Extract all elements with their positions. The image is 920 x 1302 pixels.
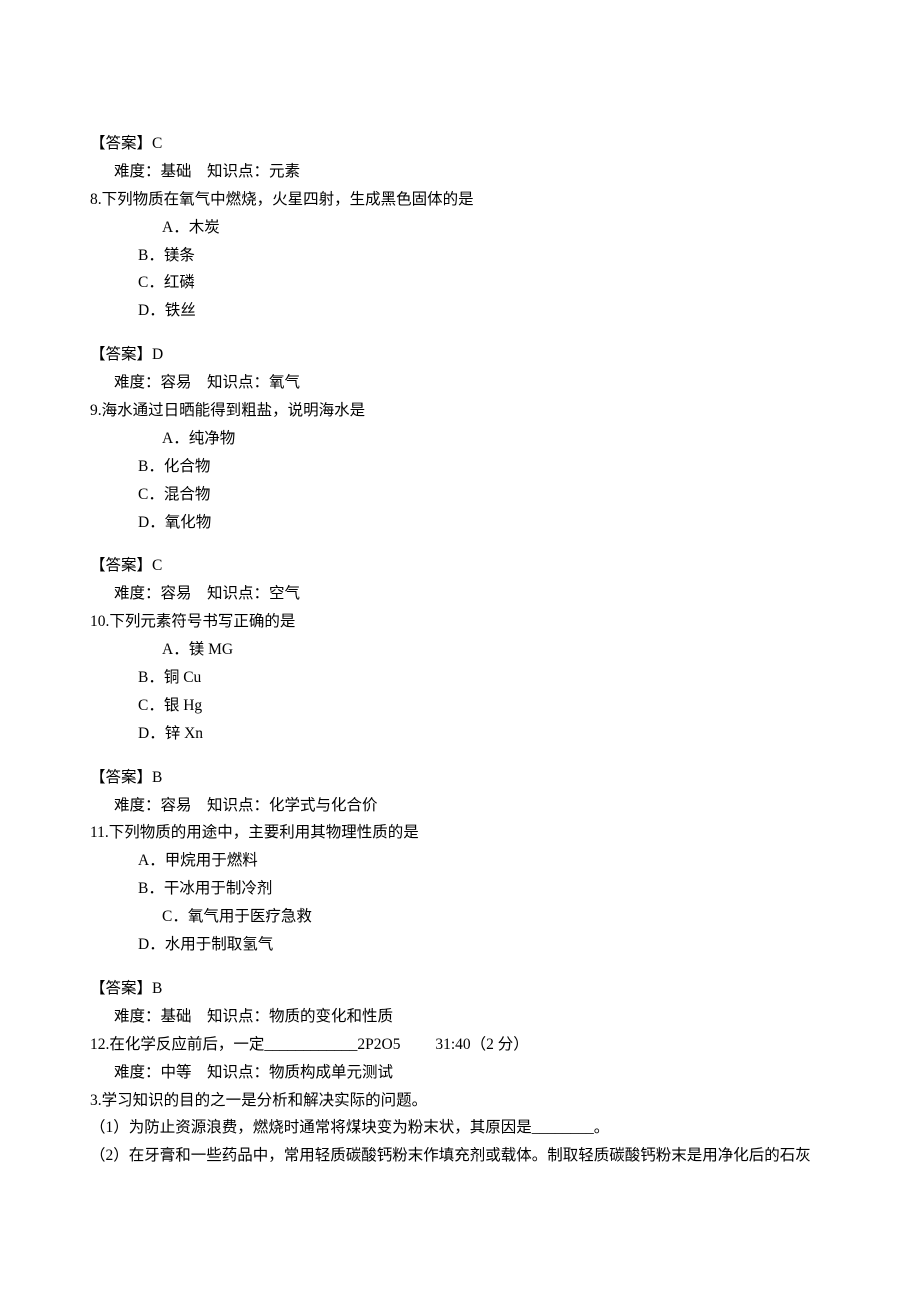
text-line: C．银 Hg	[90, 692, 830, 720]
text-line: B．铜 Cu	[90, 664, 830, 692]
spacer	[90, 325, 830, 341]
text-line: （1）为防止资源浪费，燃烧时通常将煤块变为粉末状，其原因是________。	[90, 1114, 830, 1142]
text-line: 【答案】C	[90, 130, 830, 158]
spacer	[90, 959, 830, 975]
text-line: A．镁 MG	[90, 636, 830, 664]
text-line: D．锌 Xn	[90, 720, 830, 748]
text-line: 难度：基础 知识点：物质的变化和性质	[90, 1003, 830, 1031]
text-line: 【答案】B	[90, 975, 830, 1003]
text-line: （2）在牙膏和一些药品中，常用轻质碳酸钙粉末作填充剂或载体。制取轻质碳酸钙粉末是…	[90, 1142, 830, 1170]
text-line: C．红磷	[90, 269, 830, 297]
text-line: A．甲烷用于燃料	[90, 847, 830, 875]
text-line: 难度：容易 知识点：空气	[90, 580, 830, 608]
text-line: D．铁丝	[90, 297, 830, 325]
text-line: B．化合物	[90, 453, 830, 481]
text-line: D．水用于制取氢气	[90, 931, 830, 959]
text-line: A．纯净物	[90, 425, 830, 453]
spacer	[90, 536, 830, 552]
text-line: 11.下列物质的用途中，主要利用其物理性质的是	[90, 819, 830, 847]
text-line: A．木炭	[90, 214, 830, 242]
text-line: D．氧化物	[90, 509, 830, 537]
text-line: B．干冰用于制冷剂	[90, 875, 830, 903]
text-line: 【答案】C	[90, 552, 830, 580]
text-line: B．镁条	[90, 242, 830, 270]
text-line: 难度：中等 知识点：物质构成单元测试	[90, 1059, 830, 1087]
text-line: 【答案】B	[90, 764, 830, 792]
text-line: C．混合物	[90, 481, 830, 509]
text-line: 3.学习知识的目的之一是分析和解决实际的问题。	[90, 1087, 830, 1115]
text-line: 12.在化学反应前后，一定____________2P2O5 31:40（2 分…	[90, 1031, 830, 1059]
text-line: 难度：基础 知识点：元素	[90, 158, 830, 186]
document-page: 【答案】C难度：基础 知识点：元素8.下列物质在氧气中燃烧，火星四射，生成黑色固…	[0, 0, 920, 1230]
text-line: 9.海水通过日晒能得到粗盐，说明海水是	[90, 397, 830, 425]
text-line: 8.下列物质在氧气中燃烧，火星四射，生成黑色固体的是	[90, 186, 830, 214]
text-line: 难度：容易 知识点：化学式与化合价	[90, 792, 830, 820]
text-line: 10.下列元素符号书写正确的是	[90, 608, 830, 636]
text-line: 难度：容易 知识点：氧气	[90, 369, 830, 397]
spacer	[90, 748, 830, 764]
text-line: 【答案】D	[90, 341, 830, 369]
text-line: C．氧气用于医疗急救	[90, 903, 830, 931]
